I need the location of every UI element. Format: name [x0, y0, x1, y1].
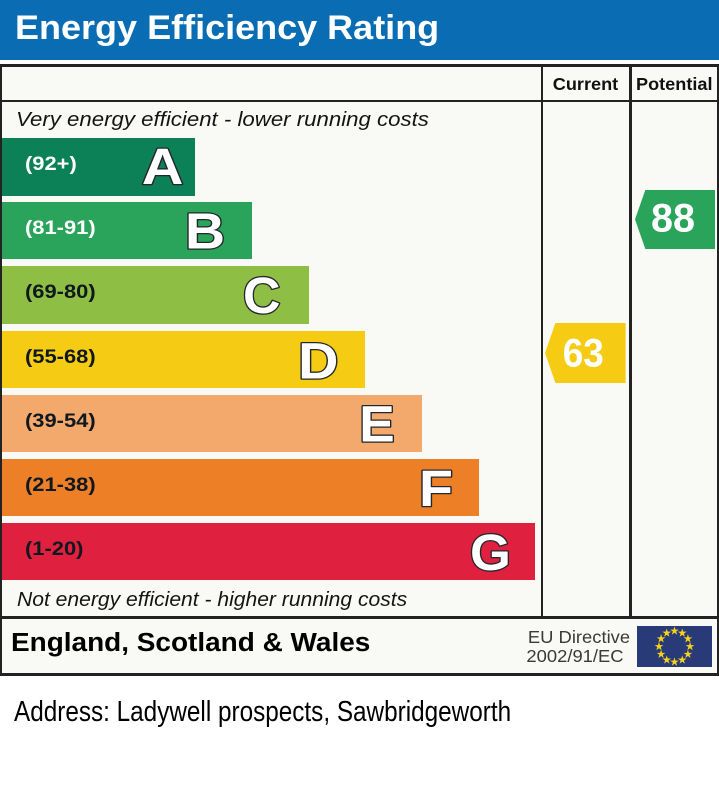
svg-text:A: A	[142, 138, 184, 195]
svg-text:E: E	[359, 396, 394, 452]
svg-text:B: B	[185, 204, 225, 259]
svg-text:F: F	[419, 461, 453, 516]
svg-text:C: C	[243, 267, 280, 324]
svg-text:G: G	[470, 524, 511, 581]
svg-text:D: D	[298, 333, 338, 388]
